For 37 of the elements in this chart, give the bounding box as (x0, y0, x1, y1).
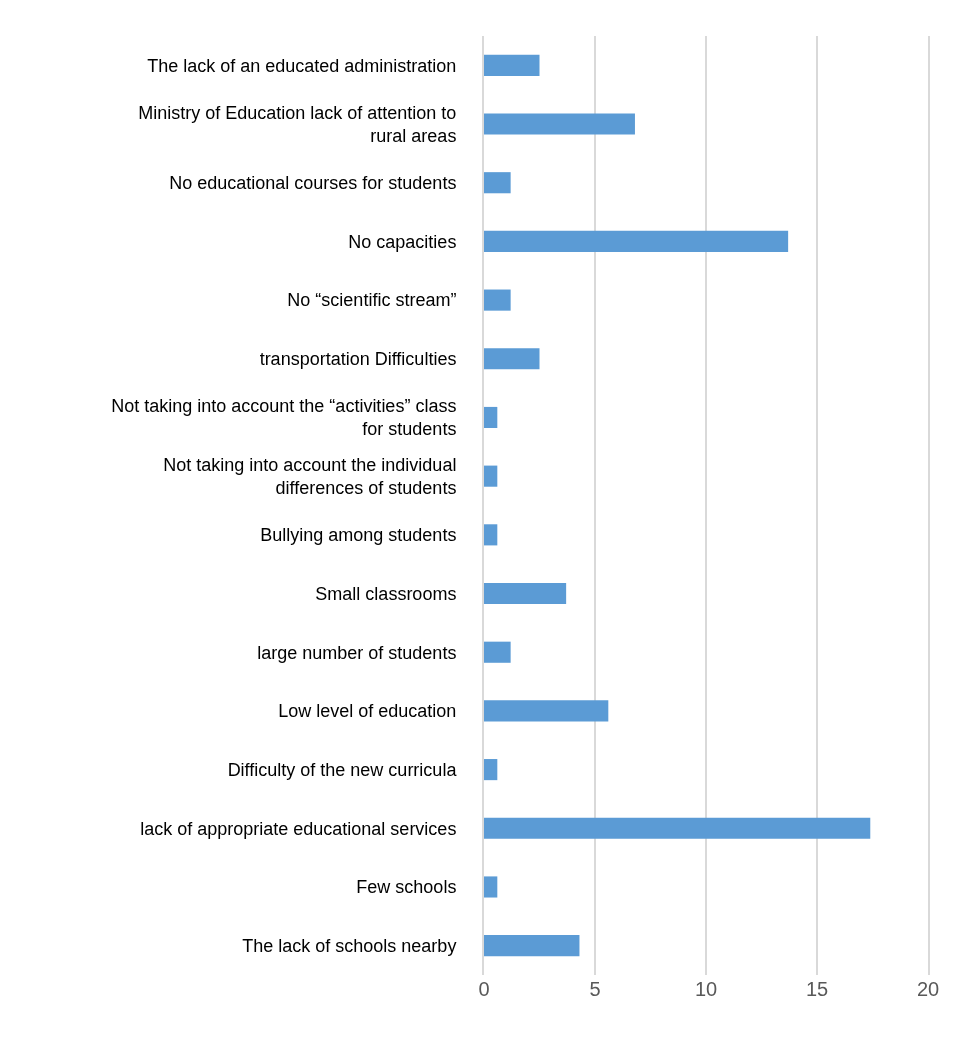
y-tick-label: Ministry of Education lack of attention to rural areas (138, 102, 457, 147)
bar (484, 700, 609, 722)
bar (484, 348, 540, 370)
y-tick-label: Not taking into account the “activities” class for students (111, 396, 457, 440)
bar (484, 172, 511, 194)
y-tick-label: Small classrooms (315, 583, 457, 604)
bar (484, 876, 498, 898)
y-tick-label: The lack of schools nearby (242, 935, 457, 956)
bar (484, 817, 871, 839)
y-tick-label: Bullying among students (260, 525, 457, 546)
y-tick-label: The lack of an educated administration (147, 55, 457, 76)
y-tick-label: lack of appropriate educational services (140, 818, 457, 839)
y-tick-label: Not taking into account the individual differences of students (163, 454, 457, 499)
x-tick-label: 20 (916, 978, 940, 1000)
bar (484, 935, 580, 957)
bar (484, 465, 498, 487)
x-tick-label: 15 (805, 978, 829, 1000)
bar (484, 230, 789, 252)
x-tick-label: 5 (589, 978, 601, 1000)
bar (484, 113, 635, 135)
y-tick-label: Difficulty of the new curricula (227, 759, 458, 780)
bar (484, 406, 498, 429)
y-tick-label: transportation Difficulties (259, 349, 457, 370)
y-tick-label: Low level of education (278, 701, 457, 722)
bar (484, 759, 498, 781)
bar (484, 54, 540, 76)
bar (484, 289, 511, 311)
y-tick-label: No “scientific stream” (287, 290, 457, 311)
y-tick-label: No educational courses for students (169, 173, 457, 194)
y-tick-label: No capacities (348, 231, 457, 252)
x-tick-label: 10 (694, 978, 718, 1000)
bar (484, 524, 498, 546)
y-tick-label: Few schools (356, 877, 457, 898)
bar (484, 641, 511, 663)
y-tick-label: large number of students (257, 642, 457, 663)
bar (484, 582, 567, 605)
x-tick-label: 0 (478, 978, 490, 1000)
